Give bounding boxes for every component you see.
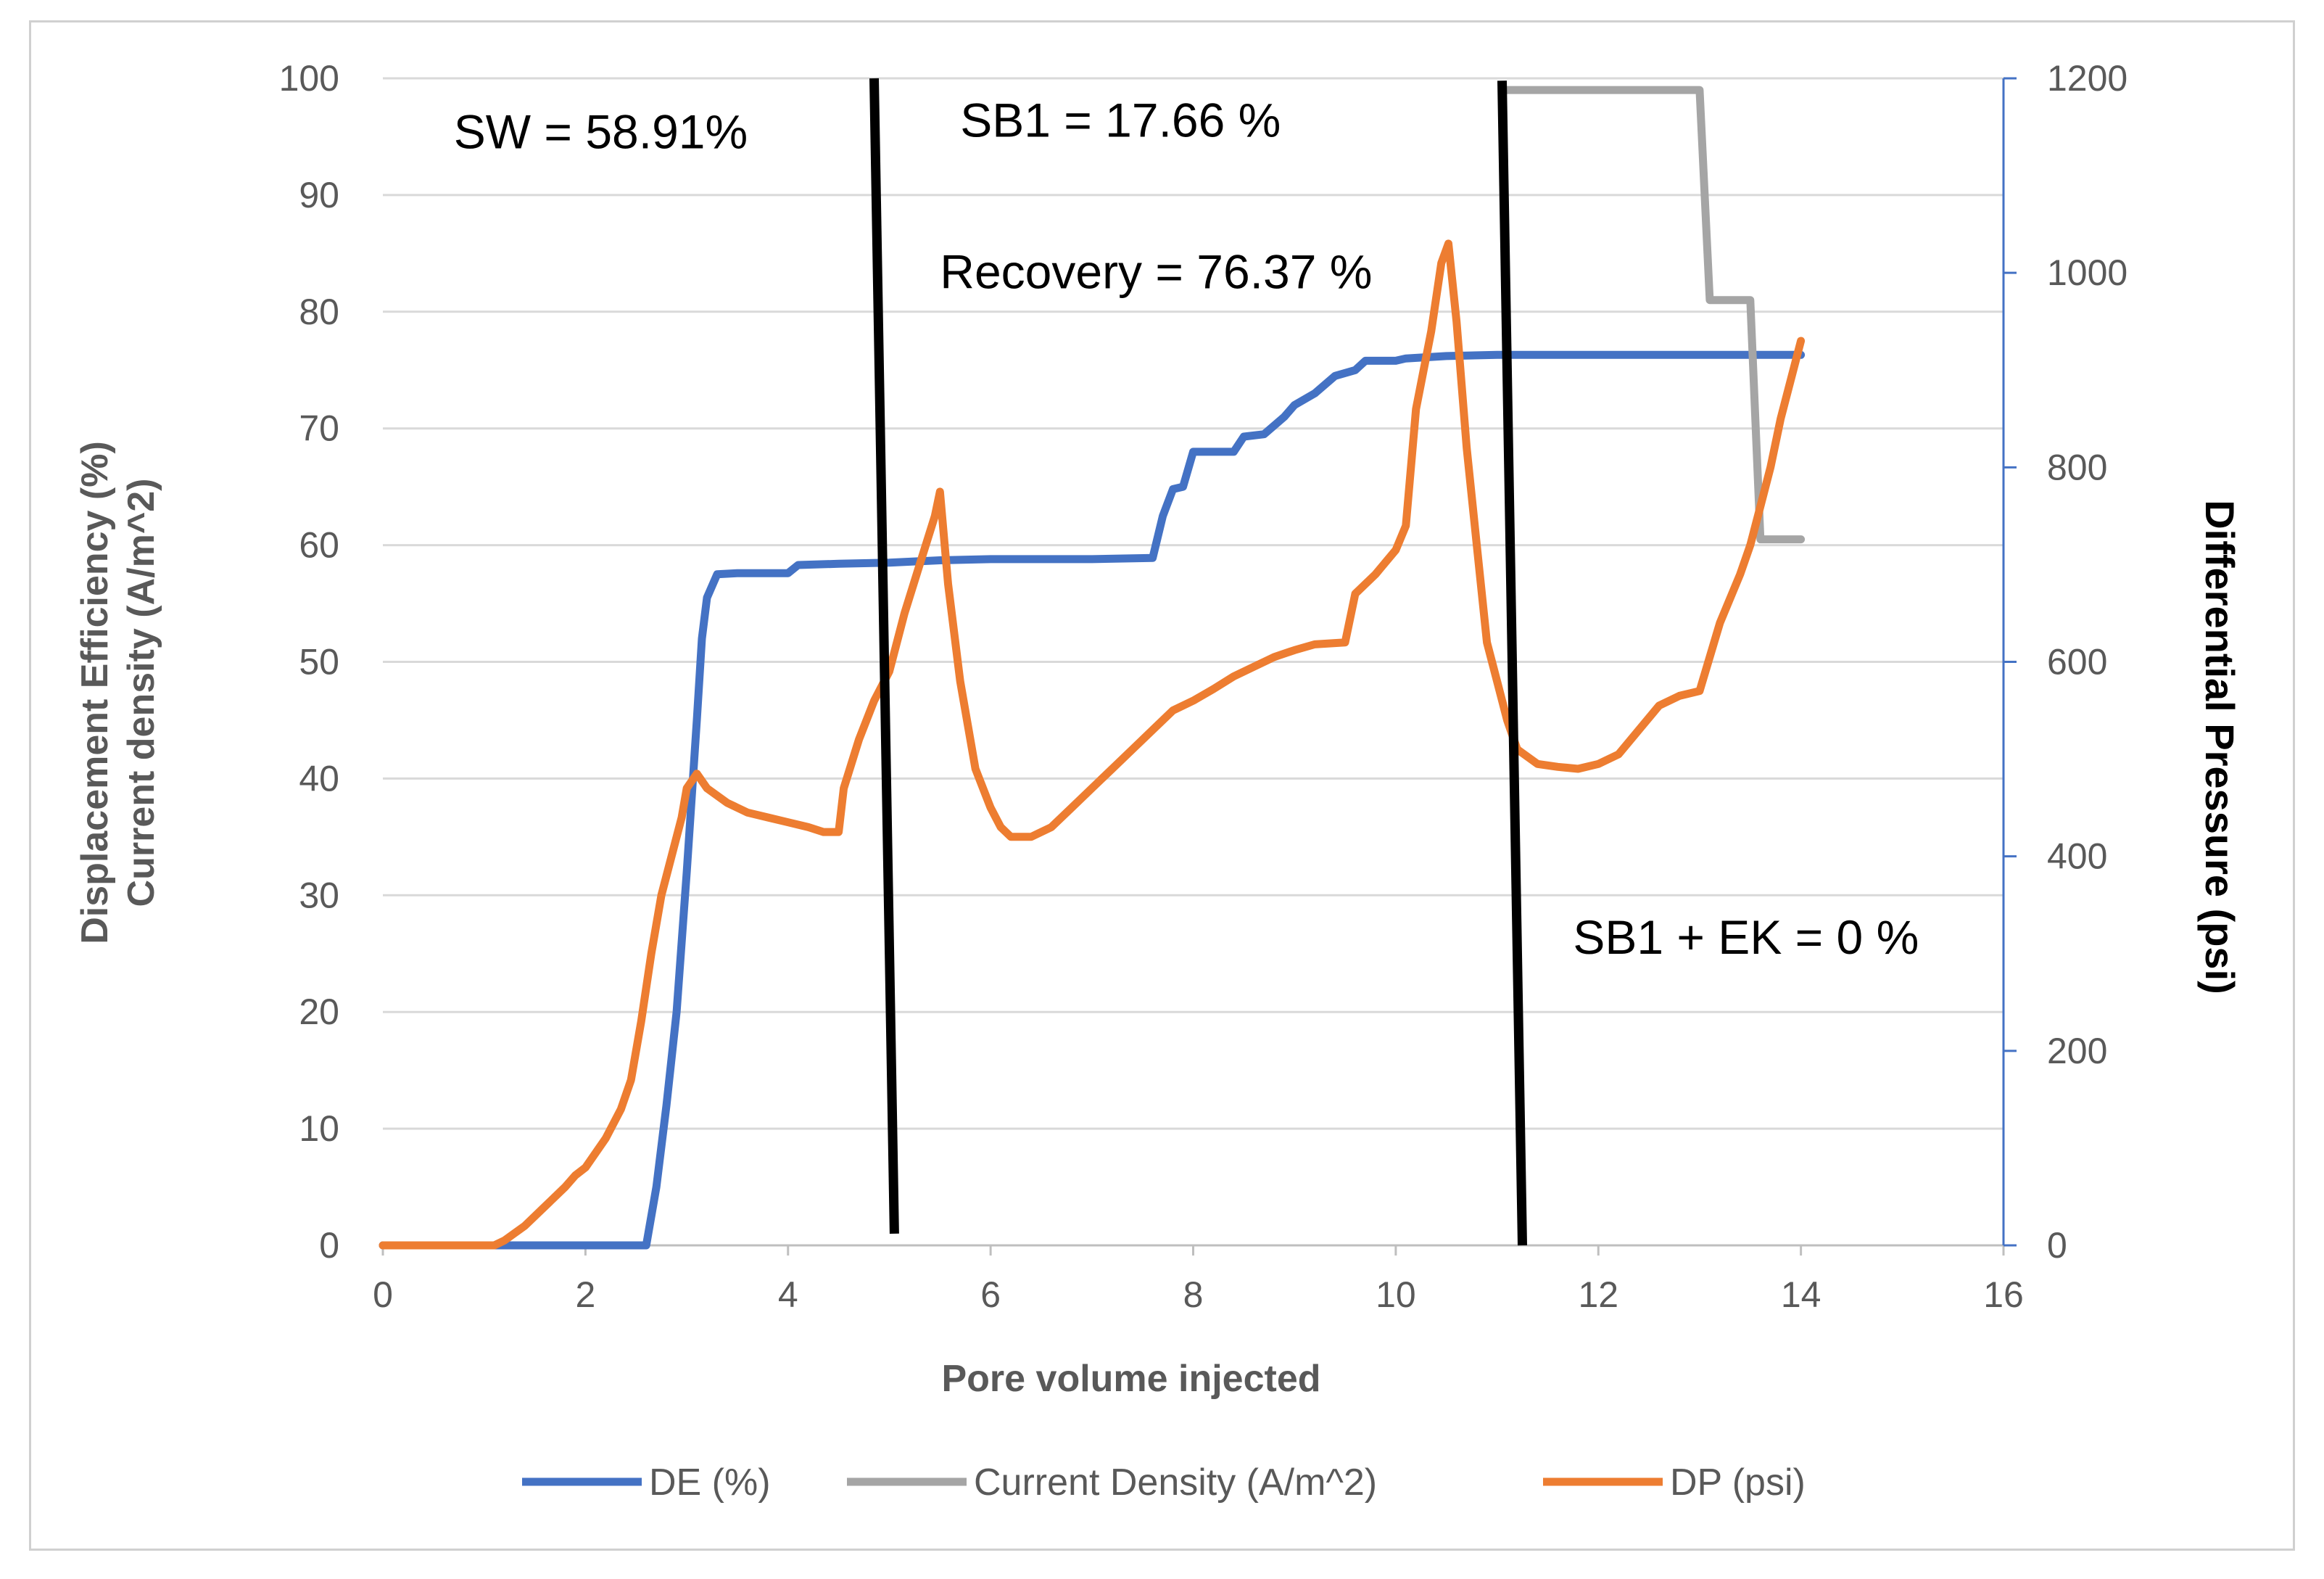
legend-label: DE (%): [649, 1461, 771, 1504]
y-left-axis-title-line2: Current density (A/m^2): [120, 479, 162, 907]
y-right-tick-label: 800: [2047, 447, 2107, 487]
series-line-current-density-a-m-2-: [1503, 86, 1806, 544]
y-left-tick-label: 30: [299, 875, 339, 915]
annotation-text: SB1 = 17.66 %: [960, 93, 1281, 147]
y-right-tick-label: 1200: [2047, 58, 2127, 99]
legend-label: DP (psi): [1670, 1461, 1806, 1504]
annotation-text: SB1 + EK = 0 %: [1573, 910, 1919, 964]
x-tick-label: 4: [778, 1274, 798, 1315]
gridlines: [383, 77, 2003, 1130]
series-divider-2: [1497, 81, 1527, 1246]
series-line-dp-psi-: [379, 239, 1806, 1250]
x-tick-label: 12: [1578, 1274, 1618, 1315]
x-tick-label: 0: [373, 1274, 393, 1315]
x-tick-label: 16: [1983, 1274, 2024, 1315]
x-tick-label: 6: [980, 1274, 1001, 1315]
y-left-tick-label: 50: [299, 642, 339, 683]
y-right-tick-label: 0: [2047, 1225, 2067, 1266]
x-tick-label: 14: [1781, 1274, 1821, 1315]
y-right-axis-title: Differential Pressure (psi): [2197, 500, 2243, 994]
legend: DE (%) Current Density (A/m^2) DP (psi): [522, 1461, 1806, 1504]
series-divider-1: [869, 78, 899, 1234]
y-left-tick-label: 40: [299, 758, 339, 799]
annotation-text: SW = 58.91%: [454, 105, 748, 159]
y-left-tick-label: 70: [299, 408, 339, 449]
chart-frame: [29, 20, 2295, 1551]
x-tick-label: 2: [575, 1274, 595, 1315]
y-left-axis-title-line1: Displacement Efficiency (%): [74, 441, 116, 944]
y-left-tick-label: 10: [299, 1108, 339, 1149]
y-left-tick-label: 0: [319, 1225, 339, 1266]
x-tick-label: 10: [1376, 1274, 1416, 1315]
y-right-tick-label: 1000: [2047, 252, 2127, 293]
x-tick-label: 8: [1183, 1274, 1204, 1315]
x-axis-title: Pore volume injected: [941, 1358, 1320, 1400]
annotation-text: Recovery = 76.37 %: [940, 245, 1372, 299]
y-left-tick-label: 100: [279, 58, 339, 99]
series-line-de-: [379, 350, 1806, 1250]
y-left-tick-label: 90: [299, 175, 339, 215]
annotations: SW = 58.91% SB1 = 17.66 % Recovery = 76.37…: [454, 93, 1919, 963]
y-left-tick-label: 60: [299, 525, 339, 566]
y-left-tick-label: 20: [299, 991, 339, 1032]
y-left-tick-label: 80: [299, 292, 339, 332]
series: [379, 86, 1806, 1250]
y-right-tick-label: 400: [2047, 836, 2107, 877]
y-right-tick-label: 600: [2047, 642, 2107, 683]
legend-label: Current Density (A/m^2): [974, 1461, 1377, 1504]
divider-lines: [869, 78, 1527, 1246]
y-right-tick-label: 200: [2047, 1031, 2107, 1071]
